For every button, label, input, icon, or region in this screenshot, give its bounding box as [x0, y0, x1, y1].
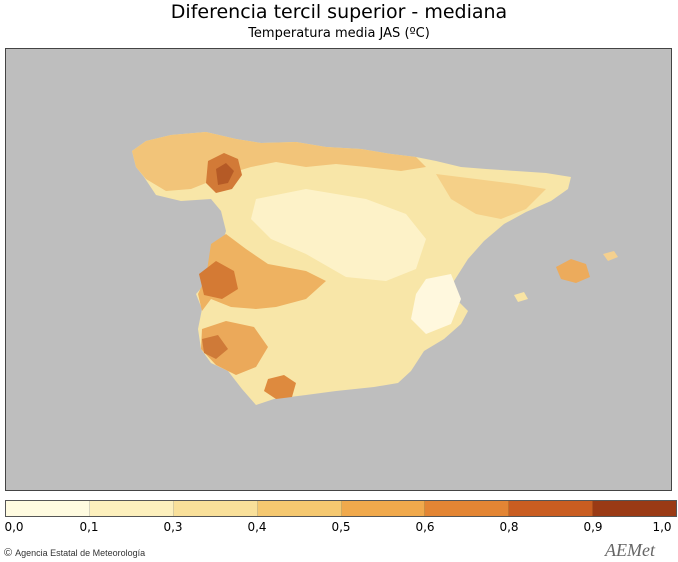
map-area — [5, 48, 672, 491]
legend-tick-label: 0,6 — [415, 520, 435, 534]
mallorca — [556, 259, 590, 283]
legend-ticks: 0,0 0,1 0,3 0,4 0,5 0,6 0,8 0,9 1,0 — [0, 520, 678, 536]
legend-swatch-4 — [257, 501, 342, 516]
legend-tick-label: 0,1 — [79, 520, 99, 534]
aemet-logo: AEMet — [605, 540, 655, 560]
ibiza — [514, 292, 528, 302]
legend-tick-label: 0,8 — [499, 520, 519, 534]
legend-tick-label: 0,5 — [331, 520, 351, 534]
galicia-core — [216, 163, 234, 185]
legend-tick-label: 0,9 — [583, 520, 603, 534]
legend-tick-label: 0,4 — [247, 520, 267, 534]
legend-swatch-7 — [509, 501, 594, 516]
copyright-symbol: © — [4, 547, 13, 559]
legend-swatch-3 — [173, 501, 258, 516]
south-hotspot — [264, 375, 296, 399]
northeast-band — [436, 174, 546, 219]
map-subtitle: Temperatura media JAS (ºC) — [248, 26, 430, 41]
southwest-hotspot — [202, 335, 228, 359]
credit-line: © Agencia Estatal de Meteorología — [4, 547, 145, 559]
southwest-band — [201, 321, 268, 375]
map-title: Diferencia tercil superior - mediana — [170, 1, 508, 23]
color-legend-bar — [5, 500, 677, 517]
credit-text: Agencia Estatal de Meteorología — [15, 548, 146, 558]
legend-swatch-6 — [425, 501, 510, 516]
legend-tick-label: 1,0 — [652, 520, 672, 534]
interior-light — [251, 189, 426, 281]
legend-swatch-5 — [341, 501, 426, 516]
north-band — [132, 132, 426, 191]
map-svg — [132, 132, 618, 405]
legend-tick-label: 0,0 — [4, 520, 24, 534]
west-hotspot — [199, 261, 238, 299]
legend-swatch-1 — [6, 501, 90, 516]
menorca — [603, 251, 618, 261]
legend-swatch-2 — [89, 501, 174, 516]
east-light — [411, 274, 461, 334]
legend-tick-label: 0,3 — [163, 520, 183, 534]
legend-swatch-8 — [593, 501, 676, 516]
